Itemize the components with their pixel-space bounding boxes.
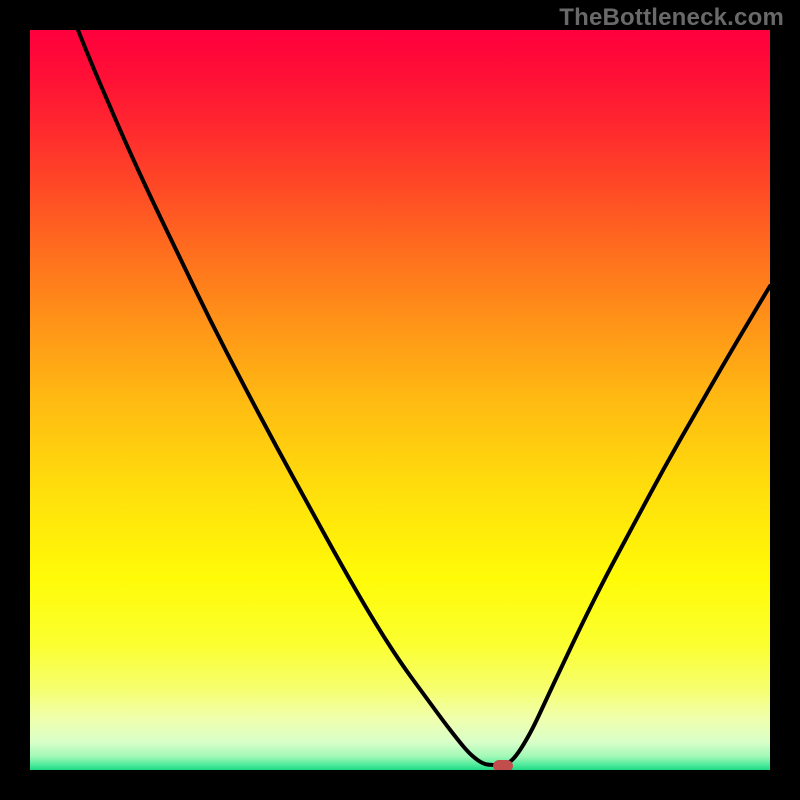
chart-frame: TheBottleneck.com (0, 0, 800, 800)
plot-area (30, 30, 770, 770)
watermark-label: TheBottleneck.com (559, 4, 784, 32)
chart-svg (30, 30, 770, 770)
optimal-point-marker (493, 760, 513, 770)
